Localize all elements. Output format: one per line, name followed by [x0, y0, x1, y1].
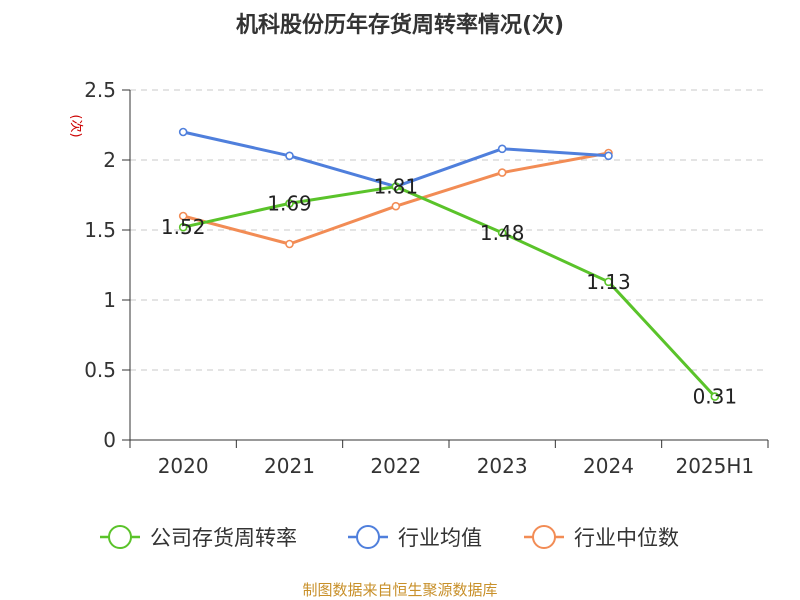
y-tick-label-5: 2.5: [84, 78, 116, 102]
grid-lines: [130, 89, 768, 371]
y-axis-label: (次): [68, 114, 84, 137]
series-0-point-4: [604, 277, 613, 287]
data-label-5: 0.31: [693, 385, 738, 409]
series-0-point-3: [497, 228, 507, 238]
legend-marker-1: [356, 525, 380, 549]
y-tick-label-3: 1.5: [84, 218, 116, 242]
x-tick-label-5: 2025H1: [675, 454, 754, 478]
y-tick-label-0: 0: [103, 428, 116, 452]
series-line-0: [182, 185, 716, 398]
legend-item-0[interactable]: 公司存货周转率: [100, 525, 297, 550]
source-note: 制图数据来自恒生聚源数据库: [302, 581, 497, 599]
legend-label-0: 公司存货周转率: [150, 526, 297, 550]
series-2-point-0: [178, 211, 188, 221]
data-label-0: 1.52: [161, 215, 206, 239]
legend[interactable]: 公司存货周转率 行业均值 行业中位数: [100, 525, 679, 550]
legend-item-1[interactable]: 行业均值: [348, 525, 482, 550]
series-1-point-4: [604, 151, 613, 161]
series-2-point-3: [497, 168, 507, 177]
series-0-point-5: [710, 392, 720, 401]
data-labels: 1.52 1.69 1.81 1.48 1.13 0.31: [161, 175, 737, 409]
series-0-point-2: [391, 182, 401, 191]
chart-title: 机科股份历年存货周转率情况(次): [236, 12, 564, 38]
y-tick-label-4: 2: [103, 148, 116, 172]
x-tick-label-2: 2022: [370, 454, 421, 478]
data-label-2: 1.81: [374, 175, 419, 199]
legend-marker-0: [108, 525, 132, 549]
series-2-point-1: [285, 239, 294, 249]
series-2-point-2: [391, 201, 401, 211]
series-1-point-1: [285, 151, 294, 161]
data-label-3: 1.48: [480, 221, 525, 245]
x-tick-label-0: 2020: [158, 454, 209, 478]
x-tick-label-1: 2021: [264, 454, 315, 478]
legend-item-2[interactable]: 行业中位数: [524, 525, 679, 550]
x-tick-label-4: 2024: [583, 454, 634, 478]
legend-label-1: 行业均值: [398, 526, 482, 550]
data-label-4: 1.13: [586, 270, 631, 294]
data-label-1: 1.69: [267, 191, 312, 215]
legend-label-2: 行业中位数: [574, 526, 679, 550]
series-1-point-0: [178, 127, 188, 137]
y-tick-label-2: 1: [103, 288, 116, 312]
series-0-point-1: [285, 199, 294, 208]
legend-marker-2: [532, 525, 556, 549]
x-tick-label-3: 2023: [477, 454, 528, 478]
series-lines: [178, 127, 720, 401]
y-tick-label-1: 0.5: [84, 358, 116, 382]
series-1-point-3: [497, 144, 507, 154]
series-0-point-0: [178, 222, 188, 232]
